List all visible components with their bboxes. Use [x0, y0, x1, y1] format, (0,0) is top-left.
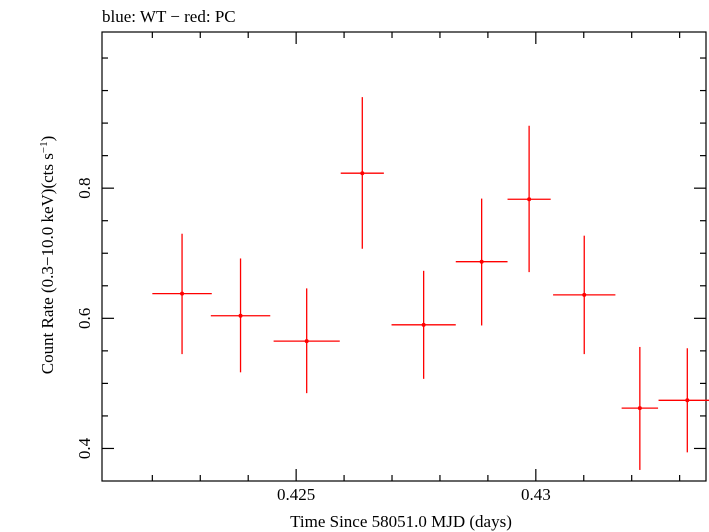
data-point [658, 348, 709, 453]
point-marker [360, 171, 365, 176]
data-point [621, 346, 659, 470]
data-point [507, 125, 551, 273]
axis-ticks [102, 32, 706, 481]
point-marker [304, 339, 309, 344]
x-tick-label: 0.425 [277, 485, 315, 504]
point-marker [527, 197, 532, 202]
y-tick-label: 0.4 [75, 437, 94, 459]
data-point [455, 198, 508, 326]
data-point [210, 258, 271, 373]
plot-border [101, 31, 707, 482]
point-marker [685, 398, 690, 403]
point-marker [421, 322, 426, 327]
x-tick-label: 0.43 [521, 485, 551, 504]
chart-title: blue: WT − red: PC [102, 7, 236, 26]
y-axis-label: Count Rate (0.3−10.0 keV)(cts s−1) [38, 136, 57, 375]
point-marker [582, 292, 587, 297]
point-marker [238, 313, 243, 318]
plot-frame [101, 31, 707, 482]
point-marker [637, 406, 642, 411]
y-tick-label: 0.8 [75, 178, 94, 199]
data-point [553, 235, 616, 355]
tick-labels: 0.425 0.43 0.4 0.6 0.8 [75, 178, 551, 504]
y-axis-label-main: Count Rate (0.3−10.0 keV)(cts s [38, 153, 57, 374]
data-point [391, 270, 456, 379]
point-marker [479, 259, 484, 264]
y-axis-label-superscript: −1 [38, 141, 50, 153]
point-marker [180, 291, 185, 296]
data-point [273, 288, 340, 394]
y-tick-label: 0.6 [75, 308, 94, 329]
x-axis-label: Time Since 58051.0 MJD (days) [290, 512, 512, 531]
data-points [152, 97, 709, 470]
data-point [340, 97, 384, 249]
y-axis-label-tail: ) [38, 136, 57, 142]
data-point [152, 233, 212, 355]
